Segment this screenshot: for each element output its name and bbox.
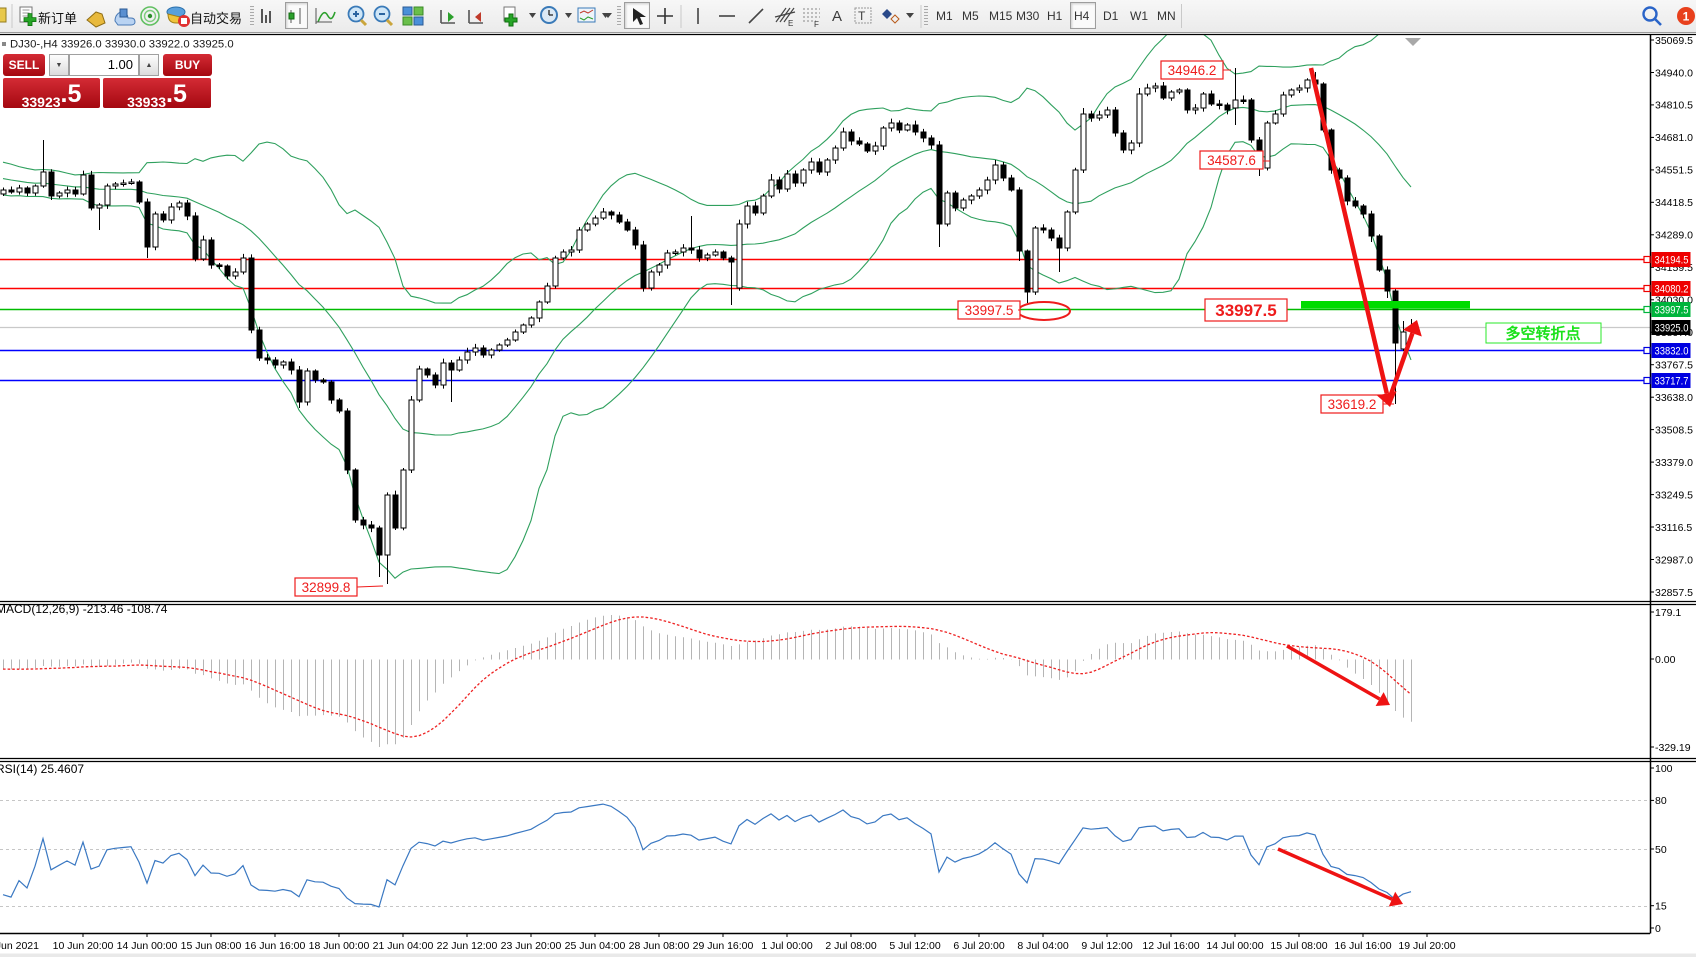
svg-text:33997.5: 33997.5 <box>965 303 1014 318</box>
svg-text:179.1: 179.1 <box>1655 607 1681 619</box>
svg-text:0: 0 <box>1655 923 1661 935</box>
svg-text:MACD(12,26,9) -213.46 -108.74: MACD(12,26,9) -213.46 -108.74 <box>0 602 168 616</box>
svg-text:T: T <box>858 9 866 23</box>
svg-text:-329.19: -329.19 <box>1655 742 1691 754</box>
svg-text:15: 15 <box>1655 901 1667 913</box>
svg-text:6 Jul 20:00: 6 Jul 20:00 <box>953 940 1005 952</box>
svg-text:A: A <box>832 8 842 25</box>
svg-text:9 Jun 2021: 9 Jun 2021 <box>0 940 39 952</box>
svg-text:33379.0: 33379.0 <box>1655 457 1693 469</box>
svg-text:35069.5: 35069.5 <box>1655 35 1693 47</box>
svg-text:29 Jun 16:00: 29 Jun 16:00 <box>693 940 754 952</box>
svg-text:34080.2: 34080.2 <box>1655 284 1689 296</box>
svg-text:2 Jul 08:00: 2 Jul 08:00 <box>825 940 877 952</box>
svg-text:14 Jun 00:00: 14 Jun 00:00 <box>117 940 178 952</box>
svg-text:25 Jun 04:00: 25 Jun 04:00 <box>565 940 626 952</box>
svg-text:34418.5: 34418.5 <box>1655 197 1693 209</box>
svg-text:32899.8: 32899.8 <box>302 580 351 595</box>
svg-text:16 Jul 16:00: 16 Jul 16:00 <box>1334 940 1391 952</box>
svg-text:33116.5: 33116.5 <box>1655 522 1692 534</box>
svg-text:RSI(14) 25.4607: RSI(14) 25.4607 <box>0 762 84 776</box>
svg-text:34587.6: 34587.6 <box>1207 153 1256 168</box>
svg-text:28 Jun 08:00: 28 Jun 08:00 <box>629 940 690 952</box>
svg-text:8 Jul 04:00: 8 Jul 04:00 <box>1017 940 1069 952</box>
svg-text:16 Jun 16:00: 16 Jun 16:00 <box>245 940 306 952</box>
svg-text:33508.5: 33508.5 <box>1655 424 1693 436</box>
svg-text:1: 1 <box>1683 10 1690 24</box>
svg-text:33638.0: 33638.0 <box>1655 392 1693 404</box>
svg-text:33249.5: 33249.5 <box>1655 489 1693 501</box>
svg-text:15 Jul 08:00: 15 Jul 08:00 <box>1270 940 1327 952</box>
svg-text:23 Jun 20:00: 23 Jun 20:00 <box>501 940 562 952</box>
svg-text:E: E <box>788 19 793 28</box>
svg-text:DJ30-,H4 33926.0 33930.0 3392: DJ30-,H4 33926.0 33930.0 33922.0 33925.0 <box>10 39 234 51</box>
svg-text:33832.0: 33832.0 <box>1655 346 1689 358</box>
svg-text:32987.0: 32987.0 <box>1655 554 1693 566</box>
svg-text:5 Jul 12:00: 5 Jul 12:00 <box>889 940 941 952</box>
svg-text:34681.0: 34681.0 <box>1655 132 1693 144</box>
svg-text:10 Jun 20:00: 10 Jun 20:00 <box>53 940 114 952</box>
svg-text:34810.5: 34810.5 <box>1655 100 1693 112</box>
svg-text:33619.2: 33619.2 <box>1328 397 1377 412</box>
svg-text:100: 100 <box>1655 763 1673 775</box>
svg-text:21 Jun 04:00: 21 Jun 04:00 <box>373 940 434 952</box>
svg-text:33767.5: 33767.5 <box>1655 360 1693 372</box>
svg-text:34946.2: 34946.2 <box>1168 63 1217 78</box>
svg-text:34940.0: 34940.0 <box>1655 67 1693 79</box>
svg-text:1 Jul 00:00: 1 Jul 00:00 <box>761 940 813 952</box>
svg-text:33717.7: 33717.7 <box>1655 376 1689 388</box>
svg-text:50: 50 <box>1655 844 1667 856</box>
svg-text:80: 80 <box>1655 795 1667 807</box>
svg-text:15 Jun 08:00: 15 Jun 08:00 <box>181 940 242 952</box>
svg-text:33925.0: 33925.0 <box>1655 323 1689 335</box>
svg-text:32857.5: 32857.5 <box>1655 587 1693 599</box>
svg-text:33997.5: 33997.5 <box>1215 301 1276 320</box>
svg-text:18 Jun 00:00: 18 Jun 00:00 <box>309 940 370 952</box>
svg-text:多空转折点: 多空转折点 <box>1505 325 1580 343</box>
svg-text:34194.5: 34194.5 <box>1655 255 1689 267</box>
svg-text:22 Jun 12:00: 22 Jun 12:00 <box>437 940 498 952</box>
svg-text:34551.5: 34551.5 <box>1655 165 1693 177</box>
svg-text:19 Jul 20:00: 19 Jul 20:00 <box>1398 940 1455 952</box>
svg-text:34289.0: 34289.0 <box>1655 230 1693 242</box>
svg-text:0.00: 0.00 <box>1655 654 1676 666</box>
svg-text:33997.5: 33997.5 <box>1655 305 1689 317</box>
svg-text:14 Jul 00:00: 14 Jul 00:00 <box>1206 940 1263 952</box>
svg-text:F: F <box>814 20 819 29</box>
svg-text:12 Jul 16:00: 12 Jul 16:00 <box>1142 940 1199 952</box>
svg-text:9 Jul 12:00: 9 Jul 12:00 <box>1081 940 1133 952</box>
